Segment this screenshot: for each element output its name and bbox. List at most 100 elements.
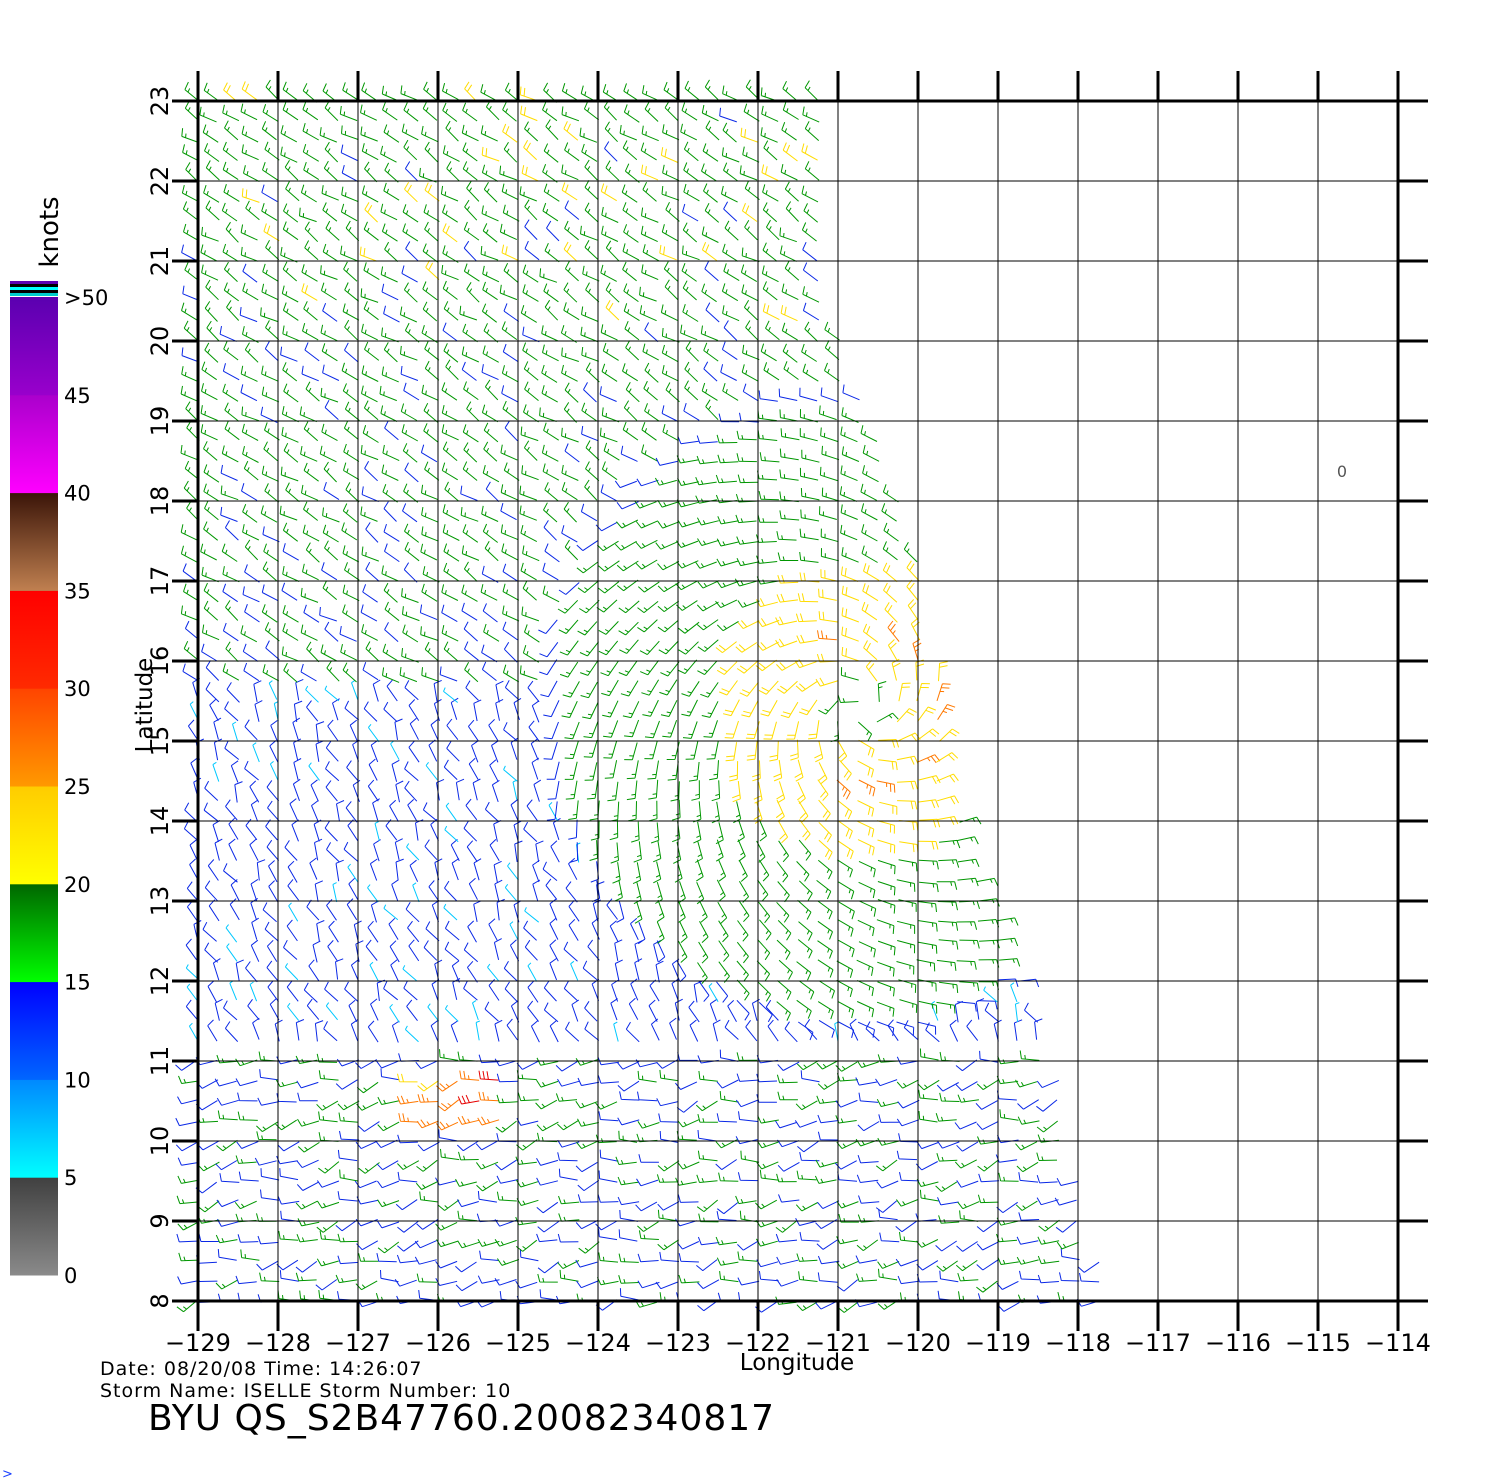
wind-barb: [729, 761, 739, 782]
wind-barb: [696, 455, 718, 465]
wind-barb: [837, 919, 854, 937]
wind-barb: [954, 1000, 964, 1023]
wind-barb: [401, 424, 419, 442]
wind-barb: [802, 302, 820, 321]
wind-barb: [718, 859, 727, 882]
wind-barb: [222, 622, 239, 642]
wind-barb: [836, 1260, 859, 1270]
wind-barb: [575, 1100, 598, 1109]
wind-barb: [705, 399, 719, 421]
wind-barb: [327, 940, 339, 962]
wind-barb: [225, 924, 238, 943]
wind-barb: [778, 840, 790, 863]
wind-barb: [610, 842, 619, 864]
wind-barb: [443, 687, 459, 703]
wind-barb: [383, 523, 400, 542]
wind-barb: [564, 721, 580, 740]
wind-barb: [379, 385, 397, 402]
wind-barb: [509, 939, 520, 962]
wind-barb: [756, 1094, 777, 1103]
wind-barb: [741, 203, 758, 222]
wind-barb: [916, 1141, 939, 1150]
wind-barb: [242, 445, 259, 463]
wind-barb: [614, 480, 638, 489]
wind-barb: [857, 800, 875, 817]
wind-barb: [837, 820, 853, 839]
wind-barb: [708, 983, 719, 1003]
wind-barb: [475, 1161, 499, 1170]
wind-barb: [820, 387, 839, 403]
wind-barb: [759, 919, 772, 941]
wind-barb: [697, 538, 720, 546]
wind-barb: [956, 1241, 978, 1252]
wind-barb: [576, 1140, 599, 1150]
wind-barb: [858, 881, 876, 899]
wind-barb: [424, 461, 440, 481]
wind-barb: [367, 723, 380, 743]
wind-barb: [217, 1110, 238, 1121]
wind-barb: [801, 143, 818, 161]
wind-barb: [675, 1218, 698, 1227]
wind-barb: [536, 1079, 559, 1088]
wind-barb: [536, 1233, 558, 1243]
wind-barb: [741, 700, 759, 718]
wind-barb: [481, 404, 499, 423]
wind-barb: [860, 483, 878, 501]
wind-barb: [384, 162, 399, 183]
wind-barb: [202, 624, 220, 641]
wind-barb: [996, 937, 1019, 947]
date-time-line: Date: 08/20/08 Time: 14:26:07: [100, 1358, 423, 1380]
wind-barb: [662, 720, 678, 738]
wind-barb: [463, 442, 478, 463]
wind-barb: [661, 224, 679, 242]
wind-barb: [697, 1279, 720, 1290]
wind-barb: [840, 504, 858, 520]
wind-barb: [776, 531, 797, 541]
wind-barb: [527, 980, 539, 1003]
wind-barb: [340, 144, 358, 161]
wind-barb: [443, 301, 459, 321]
wind-barb: [598, 640, 619, 656]
wind-barb: [780, 305, 798, 322]
wind-barb: [622, 261, 637, 282]
wind-barb: [796, 1060, 819, 1071]
wind-barb: [678, 621, 700, 634]
wind-barb: [361, 546, 379, 562]
wind-barb: [602, 342, 619, 361]
wind-barb: [641, 444, 658, 462]
wind-barb: [340, 245, 358, 262]
wind-barb: [955, 1059, 978, 1072]
wind-barb: [724, 1019, 739, 1040]
wind-barb: [462, 524, 479, 543]
lat-tick-label: 20: [146, 326, 174, 357]
wind-barb: [423, 423, 439, 443]
wind-barb: [549, 917, 559, 940]
wind-barb: [896, 1150, 918, 1161]
wind-barb: [514, 840, 523, 862]
wind-barb: [741, 364, 759, 382]
lon-tick-label: −126: [405, 1329, 471, 1357]
wind-barb: [737, 820, 745, 843]
wind-barb: [382, 444, 400, 462]
wind-barb: [446, 741, 460, 762]
wind-barb: [401, 648, 419, 663]
wind-barb: [301, 484, 319, 501]
wind-barb: [917, 799, 940, 809]
wind-barb: [384, 420, 399, 441]
wind-barb: [415, 819, 424, 841]
wind-barb: [282, 81, 298, 101]
wind-barb: [472, 1000, 479, 1021]
wind-barb: [185, 999, 199, 1021]
wind-barb: [601, 225, 619, 242]
wind-barb: [475, 1020, 481, 1041]
wind-barb: [225, 641, 239, 663]
wind-barb: [325, 1002, 338, 1021]
wind-barb: [685, 741, 699, 760]
wind-barb: [424, 641, 440, 662]
wind-barb: [177, 1157, 200, 1166]
wind-barb: [370, 739, 379, 763]
wind-barb: [1060, 1248, 1080, 1261]
wind-barb: [1010, 982, 1018, 1003]
wind-barb: [420, 444, 438, 463]
wind-barb: [262, 902, 277, 923]
